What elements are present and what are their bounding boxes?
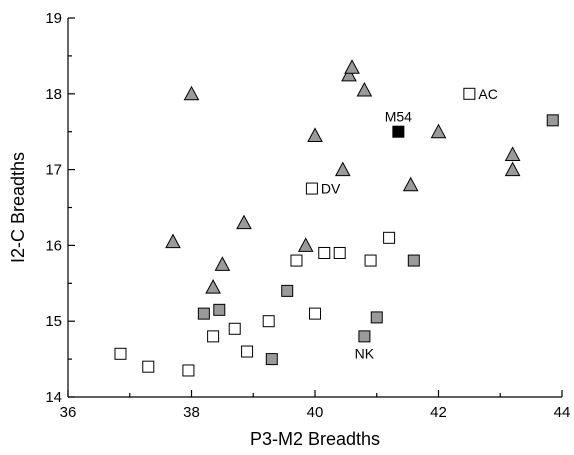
- triangle-point: [504, 146, 521, 161]
- y-tick-label: 15: [45, 313, 62, 330]
- triangle-point: [402, 176, 419, 192]
- y-axis-title: I2-C Breadths: [8, 152, 28, 263]
- open-square-point: [290, 254, 303, 267]
- y-tick-label: 16: [45, 237, 62, 254]
- gray-square-point: [197, 307, 210, 320]
- y-tick-label: 14: [45, 389, 62, 406]
- triangle-point: [504, 161, 521, 177]
- open-square-point: [305, 182, 318, 195]
- triangle-point: [307, 127, 323, 142]
- black-square-point: [392, 125, 405, 138]
- y-tick-label: 19: [45, 10, 62, 27]
- gray-square-point: [546, 114, 559, 127]
- point-label-m54: M54: [385, 109, 412, 125]
- triangle-point: [214, 256, 231, 271]
- triangle-point: [165, 233, 181, 249]
- triangle-point: [430, 123, 447, 139]
- open-square-point: [333, 246, 346, 259]
- axis-ticks: 36 38 40 42 44 14 15 16 17 18 19: [45, 10, 570, 421]
- open-square-point: [309, 307, 321, 320]
- gray-square-point: [265, 353, 278, 366]
- data-points: [114, 59, 559, 377]
- point-label-ac: AC: [478, 86, 497, 102]
- point-label-nk: NK: [355, 345, 375, 361]
- open-square-point: [262, 315, 275, 328]
- x-tick-label: 38: [183, 404, 200, 421]
- y-tick-label: 17: [45, 162, 62, 179]
- open-square-point: [383, 231, 396, 244]
- open-square-point: [142, 360, 155, 373]
- x-tick-label: 42: [430, 404, 447, 421]
- open-square-point: [318, 246, 331, 259]
- triangle-point: [344, 59, 360, 74]
- gray-square-point: [281, 284, 294, 297]
- x-tick-label: 36: [60, 404, 77, 421]
- triangle-point: [334, 161, 351, 177]
- axes: [67, 18, 562, 398]
- open-square-point: [182, 364, 195, 377]
- gray-square-point: [213, 303, 226, 316]
- open-square-point: [463, 87, 476, 100]
- x-tick-label: 40: [307, 404, 324, 421]
- triangle-point: [341, 66, 357, 82]
- triangle-point: [356, 81, 373, 97]
- point-labels: AC M54 DV NK: [321, 86, 498, 362]
- gray-square-point: [370, 311, 383, 324]
- triangle-point: [236, 214, 252, 230]
- triangle-point: [183, 85, 200, 101]
- gray-square-point: [407, 254, 420, 267]
- gray-square-point: [358, 330, 371, 343]
- x-tick-label: 44: [554, 404, 571, 421]
- triangle-point: [297, 237, 314, 252]
- open-square-point: [241, 345, 254, 358]
- open-square-point: [114, 347, 127, 360]
- y-tick-label: 18: [45, 86, 62, 103]
- x-axis-title: P3-M2 Breadths: [250, 429, 380, 449]
- open-square-point: [228, 322, 241, 335]
- triangle-point: [205, 279, 221, 294]
- open-square-point: [207, 330, 220, 343]
- open-square-point: [364, 254, 377, 267]
- point-label-dv: DV: [321, 181, 341, 197]
